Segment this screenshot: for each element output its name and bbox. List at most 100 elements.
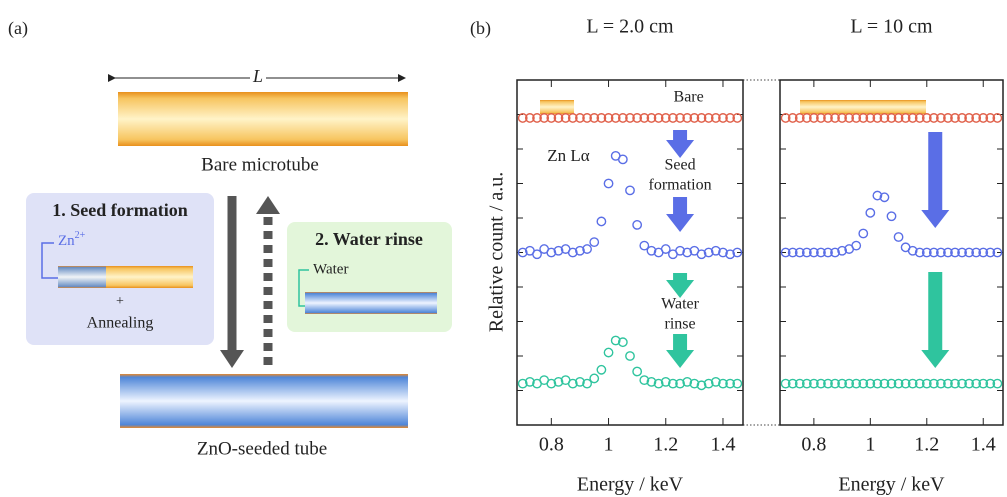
ion-charge: 2+ <box>75 230 86 241</box>
data-point <box>646 245 657 256</box>
chart-title: L = 2.0 cm <box>586 16 674 38</box>
data-point <box>560 113 571 123</box>
annotation: Water <box>661 296 699 313</box>
data-point <box>943 247 953 258</box>
data-point <box>808 247 819 258</box>
process-arrow <box>928 132 943 212</box>
data-point <box>950 247 960 258</box>
data-point <box>710 245 721 256</box>
data-point <box>978 378 989 389</box>
data-point <box>914 378 925 389</box>
data-point <box>957 378 967 389</box>
data-point <box>964 113 975 123</box>
x-tick-label: 0.8 <box>801 434 826 456</box>
data-point <box>610 335 621 346</box>
chart-title: L = 10 cm <box>850 16 933 38</box>
data-point <box>900 378 911 389</box>
data-point <box>675 245 685 256</box>
data-point <box>725 378 736 389</box>
panel-label: (b) <box>470 18 491 39</box>
data-point <box>682 247 693 258</box>
data-point <box>675 113 685 123</box>
data-point <box>703 378 714 389</box>
data-point <box>801 113 812 123</box>
x-tick-label: 0.8 <box>539 434 564 456</box>
data-point <box>732 113 743 123</box>
data-point <box>794 247 805 258</box>
data-point <box>943 378 953 389</box>
data-point <box>653 378 664 389</box>
annotation: Seed <box>665 157 696 174</box>
data-point <box>646 113 657 123</box>
data-point <box>830 113 840 123</box>
data-point <box>957 247 967 258</box>
data-point <box>978 247 989 258</box>
annotation: rinse <box>665 316 696 333</box>
data-point <box>718 113 728 123</box>
data-point <box>575 245 585 256</box>
data-point <box>553 245 564 256</box>
data-point <box>575 376 585 387</box>
data-point <box>928 247 939 258</box>
data-point <box>865 378 876 389</box>
data-point <box>639 113 650 123</box>
data-point <box>837 113 848 123</box>
data-point <box>794 378 805 389</box>
data-point <box>718 247 728 258</box>
data-point <box>837 245 848 256</box>
data-point <box>787 378 798 389</box>
data-point <box>710 113 721 123</box>
data-point <box>696 113 707 123</box>
data-point <box>725 113 736 123</box>
data-point <box>596 216 607 227</box>
process-arrow <box>928 272 943 352</box>
annotation: Bare <box>674 89 704 106</box>
arrow-head <box>921 210 950 228</box>
data-point <box>808 113 819 123</box>
data-point <box>603 347 614 358</box>
data-point <box>935 378 946 389</box>
data-point <box>872 113 883 123</box>
data-point <box>589 237 600 248</box>
caption: Bare microtube <box>201 154 319 175</box>
data-point <box>553 113 564 123</box>
data-point <box>696 249 707 260</box>
data-point <box>524 376 535 387</box>
data-point <box>689 378 700 389</box>
data-point <box>696 380 707 391</box>
data-point <box>971 378 982 389</box>
data-point <box>617 113 628 123</box>
data-point <box>907 113 918 123</box>
data-point <box>582 378 592 389</box>
data-point <box>823 113 833 123</box>
data-point <box>682 113 693 123</box>
seeded-tube <box>120 374 408 428</box>
data-point <box>546 113 557 123</box>
data-point <box>879 113 890 123</box>
data-point <box>660 376 671 387</box>
process-arrow <box>673 130 688 142</box>
data-point <box>921 113 932 123</box>
data-point <box>801 378 812 389</box>
data-point <box>823 247 833 258</box>
data-point <box>879 192 890 203</box>
data-point <box>787 113 798 123</box>
data-point <box>553 376 564 387</box>
arrow-head <box>220 350 244 368</box>
data-point <box>703 113 714 123</box>
data-point <box>872 378 883 389</box>
tube-icon <box>540 100 574 114</box>
data-point <box>603 113 614 123</box>
data-point <box>872 190 883 201</box>
data-point <box>879 378 890 389</box>
data-point <box>546 247 557 258</box>
data-point <box>646 376 657 387</box>
data-point <box>950 378 960 389</box>
data-point <box>957 113 967 123</box>
data-point <box>675 378 685 389</box>
data-point <box>610 113 621 123</box>
data-point <box>914 247 925 258</box>
data-point <box>992 247 1003 258</box>
x-tick-label: 1 <box>865 434 875 456</box>
data-point <box>808 378 819 389</box>
